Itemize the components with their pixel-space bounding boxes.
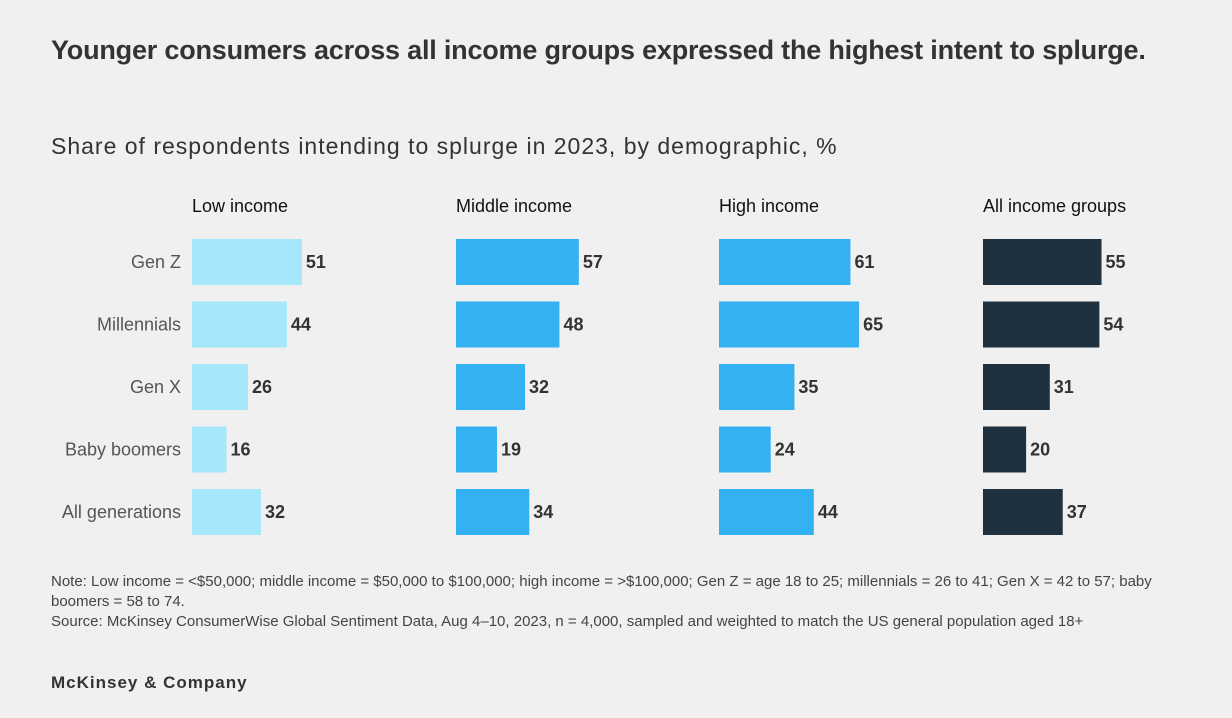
bar-chart: Gen Z Millennials Gen X Baby boomers All gen… <box>62 196 1126 535</box>
bar-low-income-gen-x <box>192 364 249 410</box>
row-label-gen-x: Gen X <box>130 377 181 397</box>
bar-low-income-millennials <box>192 301 287 348</box>
row-label-gen-z: Gen Z <box>131 252 181 272</box>
chart-footnote: Note: Low income = <$50,000; middle inco… <box>51 572 1211 632</box>
chart-title: Younger consumers across all income grou… <box>51 35 1146 65</box>
bar-all-income-groups-all-generations <box>983 489 1063 535</box>
bar-all-income-groups-gen-x <box>983 364 1050 410</box>
value-label-low-income-all-generations: 32 <box>265 502 285 522</box>
row-label-all-generations: All generations <box>62 502 181 522</box>
bar-high-income-gen-z <box>719 239 851 285</box>
bar-middle-income-millennials <box>456 301 560 348</box>
bar-low-income-gen-z <box>192 239 302 285</box>
bar-middle-income-baby-boomers <box>456 426 497 473</box>
chart-subtitle: Share of respondents intending to splurg… <box>51 133 838 159</box>
value-label-all-income-groups-baby-boomers: 20 <box>1030 440 1050 460</box>
value-label-middle-income-gen-z: 57 <box>583 252 603 272</box>
value-label-high-income-all-generations: 44 <box>818 502 838 522</box>
bar-middle-income-all-generations <box>456 489 530 535</box>
bar-all-income-groups-millennials <box>983 301 1100 348</box>
value-label-low-income-millennials: 44 <box>291 315 311 335</box>
value-label-middle-income-all-generations: 34 <box>533 502 553 522</box>
brand-logo: McKinsey & Company <box>51 673 248 692</box>
value-label-all-income-groups-millennials: 54 <box>1103 315 1123 335</box>
bar-low-income-baby-boomers <box>192 426 227 473</box>
source-text: Source: McKinsey ConsumerWise Global Sen… <box>51 613 1084 630</box>
bar-high-income-all-generations <box>719 489 814 535</box>
row-label-millennials: Millennials <box>97 315 181 335</box>
value-label-high-income-gen-x: 35 <box>798 377 818 397</box>
panel-title-middle-income: Middle income <box>456 196 572 216</box>
bar-all-income-groups-baby-boomers <box>983 426 1027 473</box>
note-text: Note: Low income = <$50,000; middle inco… <box>51 573 1152 610</box>
value-label-middle-income-baby-boomers: 19 <box>501 440 521 460</box>
value-label-high-income-millennials: 65 <box>863 315 883 335</box>
value-label-all-income-groups-gen-x: 31 <box>1054 377 1074 397</box>
value-label-middle-income-millennials: 48 <box>563 315 583 335</box>
value-label-low-income-baby-boomers: 16 <box>230 440 250 460</box>
bar-middle-income-gen-z <box>456 239 579 285</box>
bar-high-income-baby-boomers <box>719 426 771 473</box>
bar-high-income-gen-x <box>719 364 795 410</box>
value-label-all-income-groups-all-generations: 37 <box>1067 502 1087 522</box>
bar-middle-income-gen-x <box>456 364 525 410</box>
row-label-baby-boomers: Baby boomers <box>65 440 181 460</box>
panel-title-all-income-groups: All income groups <box>983 196 1126 216</box>
value-label-high-income-baby-boomers: 24 <box>775 440 795 460</box>
bar-low-income-all-generations <box>192 489 261 535</box>
value-label-low-income-gen-x: 26 <box>252 377 272 397</box>
value-label-all-income-groups-gen-z: 55 <box>1106 252 1126 272</box>
bar-all-income-groups-gen-z <box>983 239 1102 285</box>
panel-title-low-income: Low income <box>192 196 288 216</box>
value-label-low-income-gen-z: 51 <box>306 252 326 272</box>
bar-high-income-millennials <box>719 301 860 348</box>
value-label-high-income-gen-z: 61 <box>854 252 874 272</box>
value-label-middle-income-gen-x: 32 <box>529 377 549 397</box>
panel-title-high-income: High income <box>719 196 819 216</box>
